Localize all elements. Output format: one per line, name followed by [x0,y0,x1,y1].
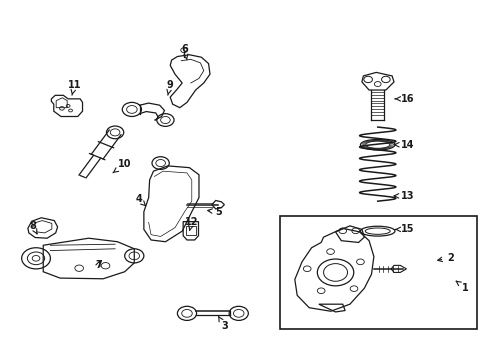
Text: 11: 11 [67,80,81,95]
Text: 13: 13 [393,191,413,201]
Text: 10: 10 [113,159,131,173]
Text: 15: 15 [394,224,413,234]
Text: 5: 5 [207,207,221,217]
Text: 6: 6 [181,45,187,60]
Text: 3: 3 [218,316,227,332]
Text: 2: 2 [437,253,453,262]
Text: 9: 9 [166,80,173,95]
Bar [185,226,195,235]
Text: 7: 7 [95,260,102,270]
Text: 1: 1 [455,281,468,293]
Text: 8: 8 [29,221,37,234]
Text: 12: 12 [184,217,198,230]
Text: 16: 16 [394,94,413,104]
Bar [280,216,476,329]
Text: 14: 14 [394,140,413,150]
Text: 4: 4 [135,194,145,206]
